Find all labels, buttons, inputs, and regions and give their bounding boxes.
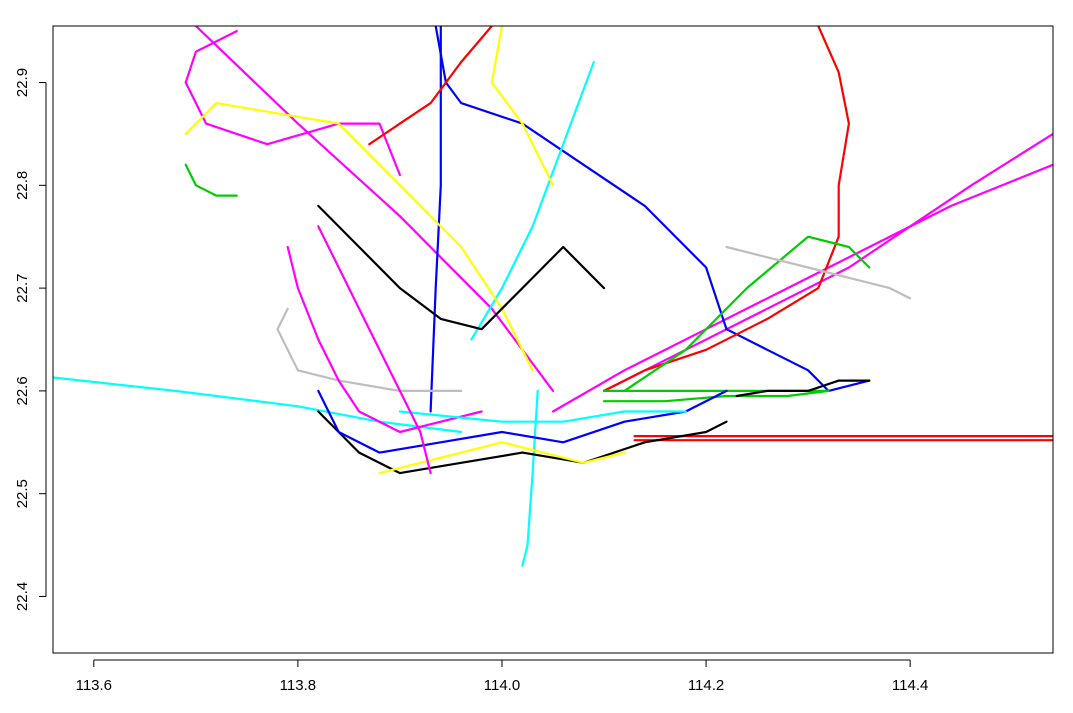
track-line [434, 26, 871, 392]
plot-frame [52, 25, 1054, 654]
y-tick-label: 22.9 [14, 68, 31, 97]
track-line [470, 60, 595, 341]
track-line [317, 410, 728, 475]
track-line [317, 204, 606, 331]
y-tick-label: 22.6 [14, 376, 31, 405]
x-tick-label: 113.8 [280, 677, 316, 694]
track-line [368, 26, 493, 146]
x-tick-label: 114.0 [484, 677, 520, 694]
track-line [551, 163, 1053, 413]
y-tick-label: 22.4 [14, 582, 31, 611]
track-line [429, 26, 442, 413]
track-line [521, 389, 539, 567]
x-tick-label: 113.6 [76, 677, 112, 694]
track-line [317, 225, 432, 475]
x-axis: 113.6 113.8 114.0 114.2 114.4 [76, 659, 928, 694]
track-line [490, 26, 555, 187]
track-line [735, 379, 871, 398]
track-line [623, 235, 871, 392]
y-tick-label: 22.5 [14, 479, 31, 508]
track-line [398, 410, 687, 423]
track-line [184, 30, 401, 177]
y-tick-label: 22.8 [14, 171, 31, 200]
track-line [602, 389, 830, 403]
x-tick-label: 114.2 [688, 677, 724, 694]
y-axis: 22.4 22.5 22.6 22.7 22.8 22.9 [14, 68, 47, 611]
track-line [53, 376, 463, 434]
track-line [194, 26, 555, 392]
track-line [725, 245, 912, 300]
track-line [184, 163, 238, 197]
track-line [286, 245, 483, 434]
track-line [378, 441, 626, 475]
track-line [602, 26, 851, 392]
track-line [184, 101, 534, 372]
track-line [317, 389, 728, 454]
y-tick-label: 22.7 [14, 274, 31, 303]
track-lines [53, 26, 1053, 567]
track-line [276, 307, 463, 392]
x-tick-label: 114.4 [892, 677, 928, 694]
